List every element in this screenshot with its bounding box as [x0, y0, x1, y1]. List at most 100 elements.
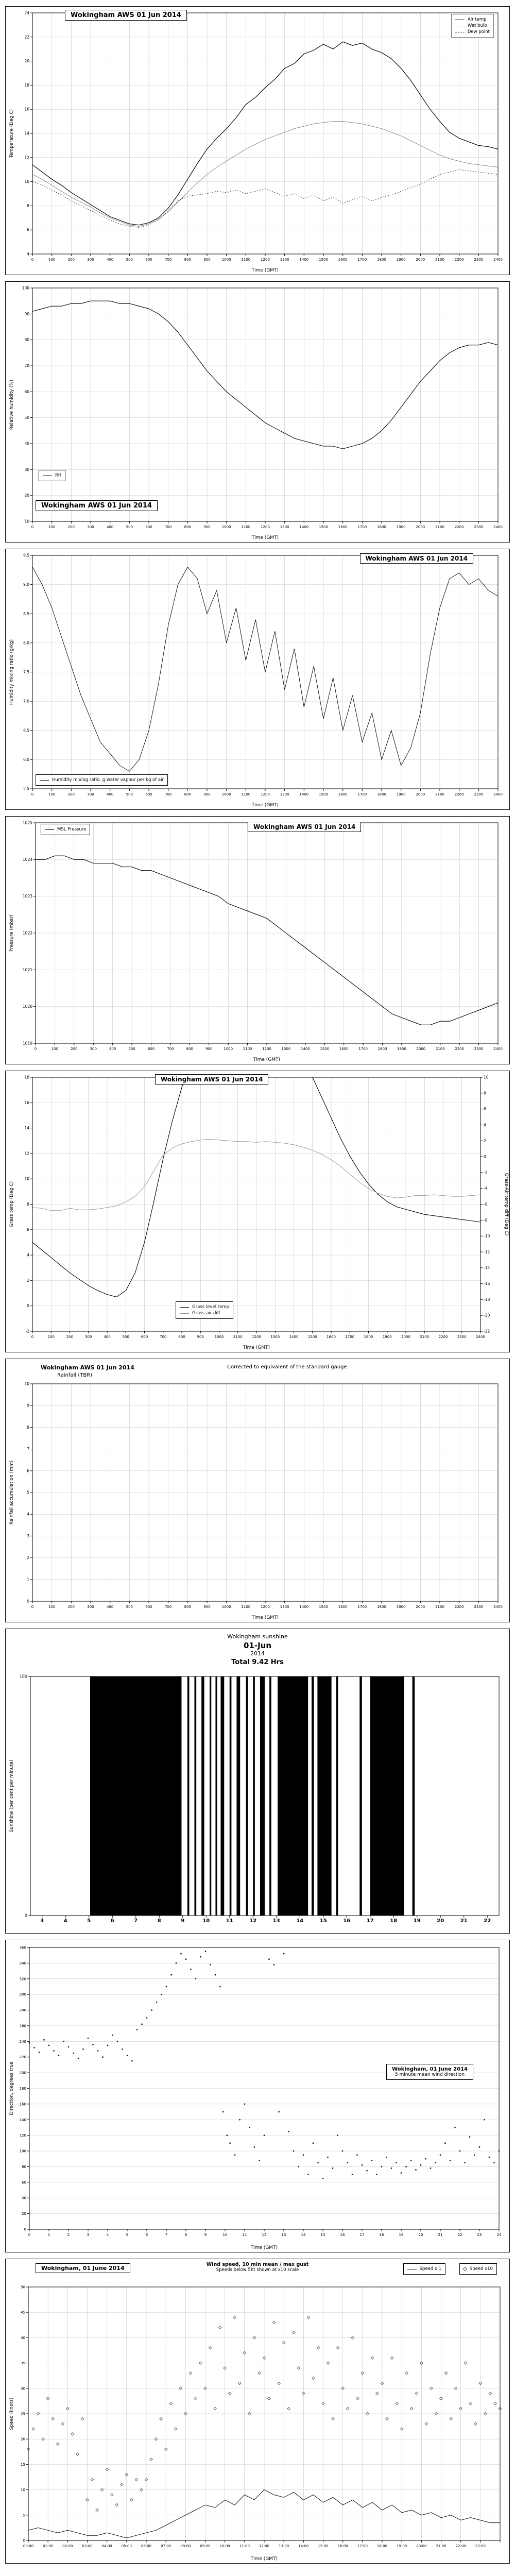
svg-text:1024: 1024 [23, 857, 32, 862]
svg-text:90: 90 [24, 312, 29, 316]
svg-text:2300: 2300 [474, 258, 483, 262]
svg-text:8: 8 [27, 1202, 29, 1207]
svg-text:0: 0 [27, 1599, 29, 1604]
svg-text:5: 5 [126, 2233, 128, 2237]
svg-text:1900: 1900 [397, 792, 406, 796]
svg-text:4: 4 [27, 252, 29, 257]
svg-text:16: 16 [24, 107, 29, 112]
svg-text:-2: -2 [484, 1170, 488, 1175]
svg-text:1400: 1400 [299, 258, 308, 262]
legend-entry: Speed x10 [462, 2266, 493, 2272]
svg-text:13: 13 [282, 2233, 286, 2237]
svg-text:1300: 1300 [280, 1605, 289, 1609]
svg-text:10: 10 [24, 519, 29, 524]
svg-text:300: 300 [85, 1335, 92, 1339]
svg-text:7.5: 7.5 [23, 670, 29, 674]
svg-text:0: 0 [31, 525, 33, 529]
svg-text:1800: 1800 [378, 1047, 387, 1051]
svg-text:7: 7 [27, 1447, 29, 1451]
svg-text:2400: 2400 [493, 1605, 503, 1609]
svg-text:600: 600 [145, 792, 152, 796]
svg-text:14:00: 14:00 [298, 2544, 308, 2548]
svg-text:12: 12 [24, 155, 29, 160]
svg-text:2: 2 [27, 1278, 29, 1283]
legend-entry: RH [43, 473, 61, 478]
svg-text:21: 21 [460, 1918, 468, 1924]
svg-text:12: 12 [262, 2233, 267, 2237]
svg-text:4: 4 [27, 1253, 29, 1258]
svg-text:1200: 1200 [261, 258, 270, 262]
svg-text:11:00: 11:00 [239, 2544, 250, 2548]
svg-text:1020: 1020 [23, 1004, 32, 1009]
svg-text:5: 5 [27, 1490, 29, 1495]
legend-label: Dew point [467, 29, 490, 35]
svg-text:18: 18 [24, 83, 29, 88]
svg-text:-10: -10 [484, 1234, 490, 1239]
svg-text:2400: 2400 [493, 525, 503, 529]
svg-text:Pressure (mbar): Pressure (mbar) [9, 914, 14, 952]
svg-text:1800: 1800 [377, 1605, 386, 1609]
svg-text:8.0: 8.0 [23, 640, 29, 645]
svg-text:5: 5 [87, 1918, 91, 1924]
svg-text:6: 6 [111, 1918, 114, 1924]
svg-text:1400: 1400 [299, 1605, 308, 1609]
svg-text:1300: 1300 [270, 1335, 280, 1339]
svg-text:-22: -22 [484, 1329, 490, 1334]
svg-text:200: 200 [68, 525, 75, 529]
svg-text:Grass temp (Deg C): Grass temp (Deg C) [9, 1181, 14, 1227]
svg-text:16: 16 [340, 2233, 345, 2237]
svg-text:400: 400 [107, 258, 113, 262]
svg-text:800: 800 [184, 258, 191, 262]
svg-text:60: 60 [24, 389, 29, 394]
chart-title: Wokingham, 01 June 2014 [392, 2066, 468, 2072]
legend-label: Speed x10 [469, 2266, 493, 2272]
svg-text:300: 300 [87, 792, 94, 796]
svg-text:2100: 2100 [436, 1047, 445, 1051]
svg-text:-6: -6 [484, 1202, 488, 1207]
svg-text:280: 280 [20, 2008, 26, 2012]
svg-text:1900: 1900 [397, 525, 406, 529]
svg-text:2200: 2200 [455, 1605, 464, 1609]
svg-text:8: 8 [484, 1091, 486, 1095]
sunshine-year: 2014 [250, 1650, 265, 1657]
svg-text:6: 6 [27, 1468, 29, 1473]
panel-grass-temperature: 0 100 200 300 400 500 600 700 800 900 1000 1100 1200… [5, 1071, 510, 1352]
svg-text:1200: 1200 [261, 792, 270, 796]
pressure-chart: 0 100 200 300 400 500 600 700 800 900 1000 1100 1200… [6, 817, 509, 1064]
svg-text:1700: 1700 [358, 1047, 368, 1051]
svg-text:340: 340 [20, 1961, 26, 1965]
svg-text:6: 6 [146, 2233, 148, 2237]
svg-text:1500: 1500 [319, 258, 328, 262]
svg-text:1700: 1700 [357, 792, 367, 796]
svg-text:0: 0 [31, 792, 33, 796]
svg-text:6.0: 6.0 [23, 757, 29, 762]
svg-text:800: 800 [184, 525, 191, 529]
svg-text:100: 100 [52, 1047, 58, 1051]
svg-text:100: 100 [48, 1335, 55, 1339]
svg-text:1100: 1100 [241, 1605, 250, 1609]
line-sample-icon [180, 1313, 189, 1314]
svg-text:18:00: 18:00 [377, 2544, 387, 2548]
svg-text:80: 80 [24, 337, 29, 342]
svg-text:9.0: 9.0 [23, 582, 29, 587]
panel-mixing-ratio: 0 100 200 300 400 500 600 700 800 900 1000 1100 1200… [5, 549, 510, 810]
svg-text:45: 45 [21, 2311, 25, 2315]
svg-text:0: 0 [31, 1335, 33, 1339]
svg-text:0: 0 [31, 258, 33, 262]
svg-text:1000: 1000 [224, 1047, 233, 1051]
svg-text:700: 700 [165, 792, 171, 796]
svg-text:9: 9 [204, 2233, 207, 2237]
svg-text:300: 300 [87, 258, 94, 262]
svg-text:1900: 1900 [397, 1605, 406, 1609]
svg-text:6: 6 [484, 1107, 486, 1111]
svg-text:17: 17 [367, 1918, 374, 1924]
svg-text:1800: 1800 [377, 525, 386, 529]
svg-text:2100: 2100 [435, 525, 444, 529]
svg-text:1800: 1800 [377, 792, 386, 796]
svg-text:10: 10 [484, 1075, 489, 1080]
svg-text:1021: 1021 [23, 968, 32, 972]
sunshine-header: Wokingham sunshine 01-Jun 2014 Total 9.4… [6, 1633, 509, 1666]
svg-text:-4: -4 [484, 1186, 488, 1191]
svg-text:400: 400 [109, 1047, 116, 1051]
svg-text:1300: 1300 [280, 525, 289, 529]
